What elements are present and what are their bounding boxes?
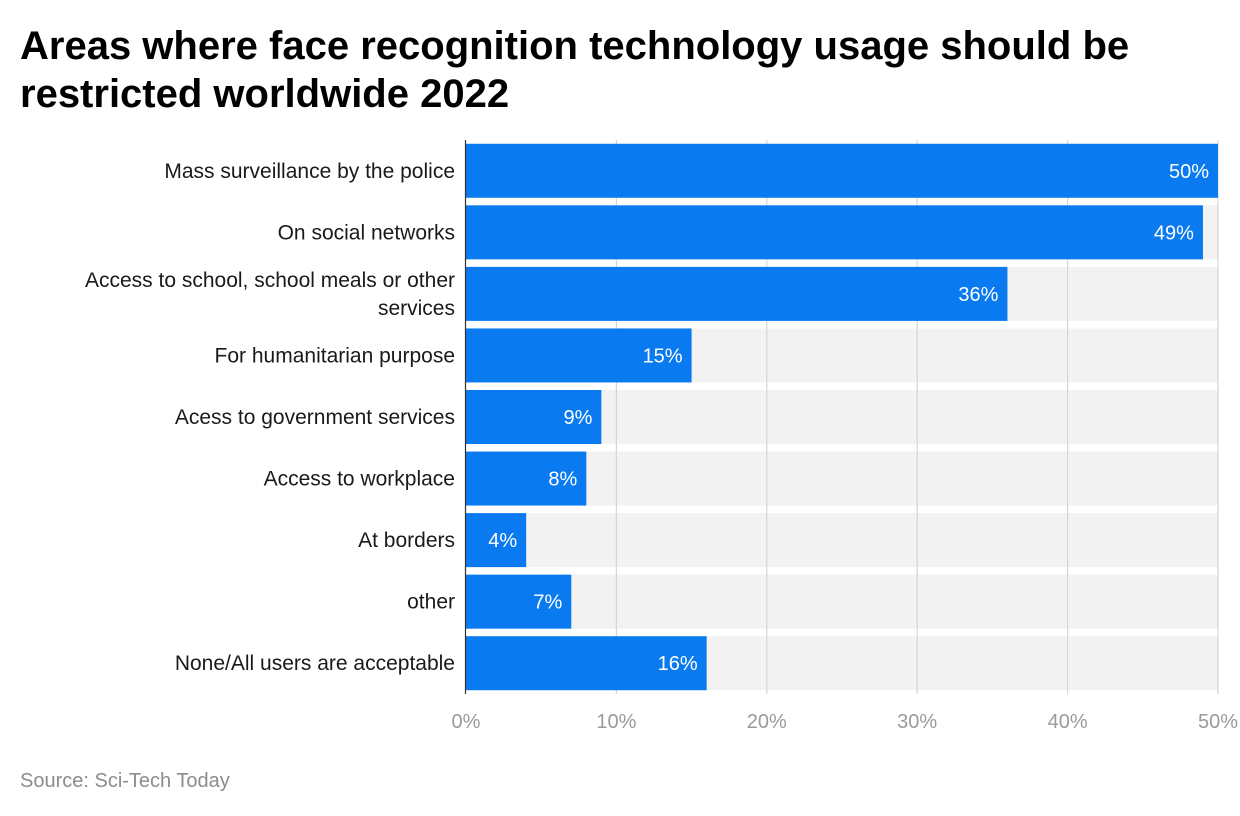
data-label: 9%: [563, 407, 592, 429]
data-label: 50%: [1169, 161, 1209, 183]
data-label: 8%: [548, 469, 577, 491]
data-label: 16%: [658, 653, 698, 675]
category-label: Acess to government services: [175, 406, 455, 429]
bar: [466, 205, 1203, 260]
bar-track: [466, 451, 1218, 506]
x-tick-label: 10%: [596, 711, 636, 733]
bar: [466, 390, 602, 444]
x-tick-label: 20%: [747, 711, 787, 733]
data-label: 4%: [488, 530, 517, 552]
data-label: 36%: [958, 284, 998, 306]
category-label: services: [378, 297, 455, 320]
bar-track: [466, 574, 1218, 629]
category-label: Mass surveillance by the police: [164, 160, 455, 183]
bar: [466, 143, 1218, 198]
category-label: Access to school, school meals or other: [85, 269, 455, 292]
data-label: 15%: [643, 345, 683, 367]
chart-title: Areas where face recognition technology …: [20, 24, 1130, 116]
x-tick-label: 40%: [1048, 711, 1088, 733]
data-label: 49%: [1154, 222, 1194, 244]
bar: [466, 451, 587, 506]
bar: [466, 636, 707, 691]
bar: [466, 328, 692, 383]
category-label: For humanitarian purpose: [215, 344, 455, 367]
bar: [466, 574, 572, 629]
category-label: other: [407, 591, 455, 614]
bar: [466, 266, 1008, 321]
source-note: Source: Sci-Tech Today: [20, 770, 230, 792]
category-label: On social networks: [278, 221, 455, 244]
category-label: Access to workplace: [264, 468, 455, 491]
category-label: At borders: [358, 529, 455, 552]
bar: [466, 513, 527, 568]
x-tick-label: 50%: [1198, 711, 1238, 733]
x-tick-label: 30%: [897, 711, 937, 733]
x-tick-label: 0%: [452, 711, 481, 733]
data-label: 7%: [533, 592, 562, 614]
bar-track: [466, 513, 1218, 568]
category-label: None/All users are acceptable: [175, 652, 455, 675]
